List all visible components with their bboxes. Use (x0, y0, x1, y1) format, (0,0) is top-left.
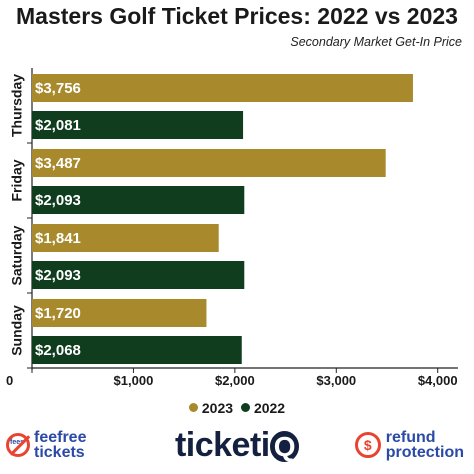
feefree-tickets-logo: fees feefree tickets (6, 429, 87, 461)
x-tick-label: $4,000 (418, 373, 458, 388)
ticketiq-logo: ticketi Q (0, 426, 474, 465)
refund-protection-logo: $ refund protection (354, 429, 464, 461)
refund-dollar-icon: $ (354, 432, 381, 458)
legend-label-2023: 2023 (201, 399, 234, 416)
brand-q: Q (269, 431, 300, 462)
chart-title: Masters Golf Ticket Prices: 2022 vs 2023 (16, 3, 458, 29)
x-tick-label: 0 (6, 373, 13, 388)
x-tick-label: $3,000 (316, 373, 356, 388)
bar-2022-thursday (32, 111, 244, 139)
bar-2022-friday (32, 186, 245, 214)
data-label-2023-sunday: $1,720 (35, 305, 81, 322)
category-label-saturday: Saturday (9, 225, 25, 285)
data-label-2022-friday: $2,093 (35, 192, 81, 209)
no-fees-icon: fees (6, 433, 30, 457)
footer: fees feefree tickets ticketi Q $ refund p… (0, 424, 474, 474)
bar-2023-friday (32, 149, 386, 177)
x-tick-label: $2,000 (215, 373, 255, 388)
tickets-text: tickets (34, 444, 85, 461)
legend-swatch-2022 (240, 403, 250, 412)
bar-2022-saturday (32, 261, 245, 289)
data-label-2023-friday: $3,487 (35, 155, 81, 172)
bar-2022-sunday (32, 336, 242, 364)
protection-text: protection (385, 444, 464, 461)
data-label-2023-thursday: $3,756 (35, 80, 81, 97)
x-tick-label: $1,000 (114, 373, 154, 388)
legend: 2023 2022 (0, 399, 474, 416)
feefree-text: feefree (34, 429, 87, 446)
chart-subtitle: Secondary Market Get-In Price (290, 35, 462, 49)
legend-item-2022: 2022 (240, 399, 286, 416)
legend-label-2022: 2022 (253, 399, 286, 416)
category-label-friday: Friday (9, 159, 25, 201)
bar-2023-thursday (32, 74, 413, 102)
data-label-2022-thursday: $2,081 (35, 117, 81, 134)
bar-2023-saturday (32, 224, 219, 252)
bar-2023-sunday (32, 299, 207, 327)
data-label-2022-saturday: $2,093 (35, 267, 81, 284)
legend-item-2023: 2023 (188, 399, 234, 416)
category-label-sunday: Sunday (9, 305, 25, 356)
data-label-2023-saturday: $1,841 (35, 230, 81, 247)
data-label-2022-sunday: $2,068 (35, 342, 81, 359)
refund-text: refund (385, 429, 436, 446)
legend-swatch-2023 (188, 403, 198, 412)
category-label-thursday: Thursday (9, 74, 25, 137)
